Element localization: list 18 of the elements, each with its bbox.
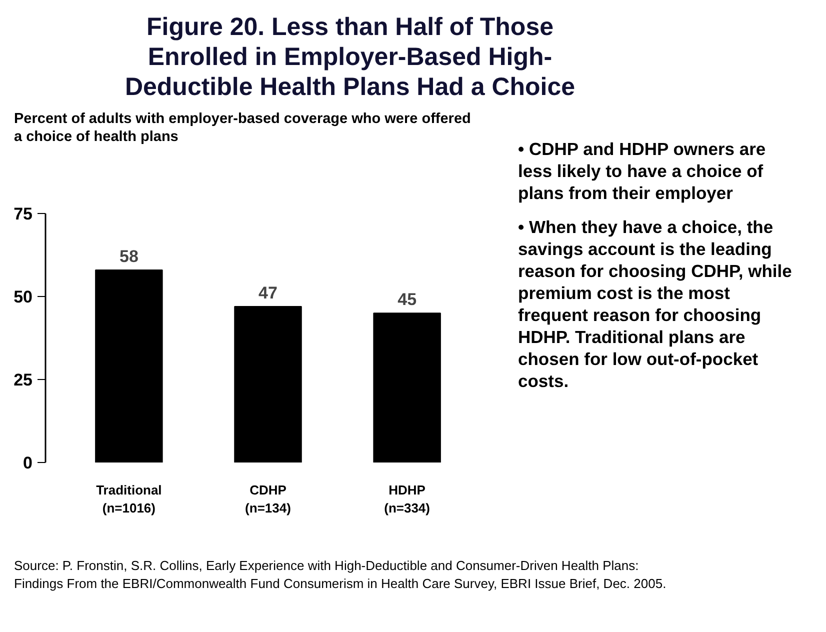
data-label: 45 (398, 290, 417, 310)
text: • CDHP and HDHP owners are less likely to have a choice of plans from their employer (518, 138, 767, 204)
source-note: Source: P. Fronstin, S.R. Collins, Early Experience with High-Deductible and Consumer-Driven Health Plans: Findings From the EBRI/Commonwealth Fund Consumerism in Health Care Survey, EBRI Issue Brief, Dec. 2005. (14, 557, 668, 593)
y-tick-label: 0 (23, 454, 33, 472)
x-tick-label: HDHP (n=334) (384, 482, 430, 516)
bar (373, 312, 441, 462)
bar (234, 306, 302, 462)
data-label: 47 (258, 283, 278, 302)
data-label: 58 (119, 246, 138, 266)
y-tick-label: 50 (14, 288, 33, 306)
y-tick-label: 25 (14, 370, 33, 390)
text: • When they have a choice, the savings account is the leading reason for choosing CDHP, while premium cost is the most frequent reason for choosing HDHP. Traditional plans are chosen for low out-of-pocket costs. (518, 216, 793, 392)
chart-subtitle: Percent of adults with employer-based coverage who were offered a choice of health plans (14, 110, 472, 146)
x-tick-label: CDHP (n=134) (245, 482, 291, 516)
bar (95, 269, 163, 462)
chart-title: Figure 20. Less than Half of Those Enrolled in Employer-Based High-Deductible Health Plans Had a Choice (124, 12, 576, 102)
y-tick-label: 75 (14, 204, 33, 224)
x-tick-label: Traditional (n=1016) (96, 482, 162, 516)
